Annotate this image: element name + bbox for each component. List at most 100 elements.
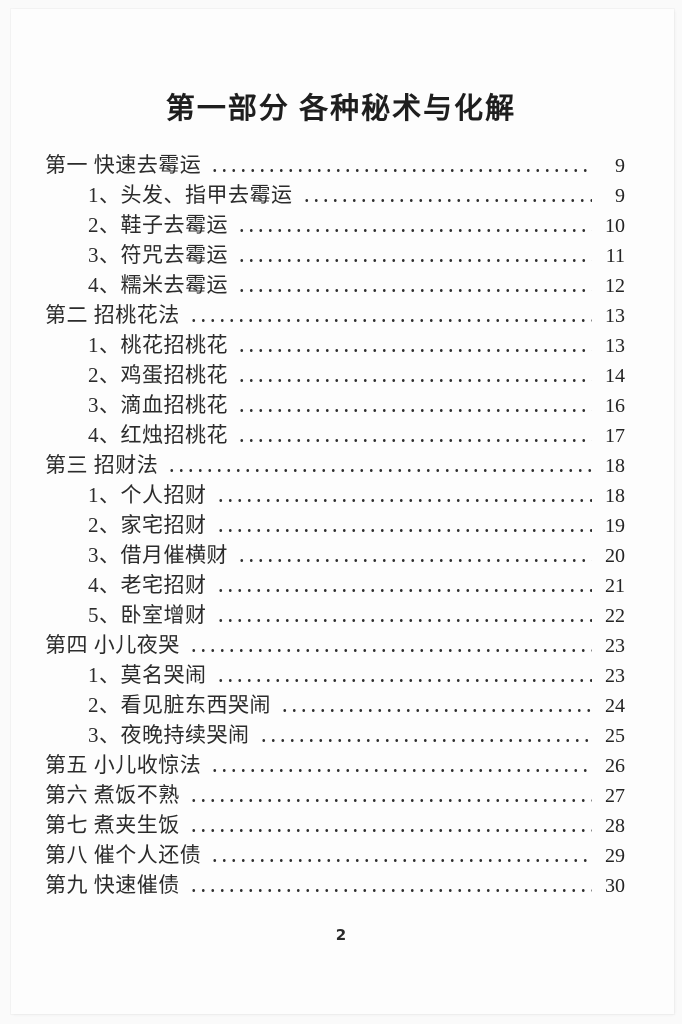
dot-leader (210, 768, 592, 773)
dot-leader (210, 858, 592, 863)
toc-entry-label: 1、头发、指甲去霉运 (88, 183, 293, 207)
toc-entry-page: 17 (605, 425, 625, 447)
toc-entry-label: 第四 小儿夜哭 (45, 633, 180, 657)
page-number-folio: 2 (335, 926, 347, 944)
dot-leader (215, 678, 592, 683)
toc-entry: 4、糯米去霉运 12 (0, 270, 682, 300)
toc-entry-page: 28 (605, 815, 625, 837)
toc-entry-page: 10 (605, 215, 625, 237)
dot-leader (237, 258, 592, 263)
toc-entry: 5、卧室增财 22 (0, 600, 682, 630)
toc-entry-label: 3、符咒去霉运 (88, 243, 228, 267)
toc-entry-page: 27 (605, 785, 625, 807)
toc-entry: 第七 煮夹生饭 28 (0, 810, 682, 840)
toc-entry-label: 4、老宅招财 (88, 573, 207, 597)
toc-entry-page: 29 (605, 845, 625, 867)
toc-entry-page: 19 (605, 515, 625, 537)
toc-entry: 1、个人招财 18 (0, 480, 682, 510)
toc-entry-page: 23 (605, 635, 625, 657)
toc-entry: 3、符咒去霉运 11 (0, 240, 682, 270)
dot-leader (215, 528, 592, 533)
toc-entry-label: 4、红烛招桃花 (88, 423, 228, 447)
toc-entry-page: 16 (605, 395, 625, 417)
toc-entry: 3、借月催横财 20 (0, 540, 682, 570)
toc-entry-page: 12 (605, 275, 625, 297)
toc-entry-label: 第二 招桃花法 (45, 303, 180, 327)
toc-entry-page: 18 (605, 455, 625, 477)
dot-leader (215, 618, 592, 623)
dot-leader (258, 738, 592, 743)
toc-entry-page: 25 (605, 725, 625, 747)
toc-entry-page: 9 (615, 185, 625, 207)
dot-leader (215, 588, 592, 593)
toc-entry: 2、鞋子去霉运 10 (0, 210, 682, 240)
toc-entry-label: 1、桃花招桃花 (88, 333, 228, 357)
toc-entry: 第一 快速去霉运 9 (0, 150, 682, 180)
toc-entry-page: 14 (605, 365, 625, 387)
toc-entry: 3、滴血招桃花 16 (0, 390, 682, 420)
toc-entry: 第四 小儿夜哭 23 (0, 630, 682, 660)
toc-entry: 4、红烛招桃花 17 (0, 420, 682, 450)
table-of-contents: 第一 快速去霉运 9 1、头发、指甲去霉运 9 2、鞋子去霉运 10 3、符咒去… (0, 150, 682, 900)
dot-leader (188, 318, 592, 323)
toc-entry-label: 4、糯米去霉运 (88, 273, 228, 297)
toc-entry-label: 第五 小儿收惊法 (45, 753, 202, 777)
toc-entry-label: 第八 催个人还债 (45, 843, 202, 867)
toc-entry: 2、家宅招财 19 (0, 510, 682, 540)
paper-sheet (11, 9, 674, 1014)
toc-entry-label: 1、莫名哭闹 (88, 663, 207, 687)
dot-leader (237, 378, 592, 383)
toc-entry-label: 第六 煮饭不熟 (45, 783, 180, 807)
toc-entry: 3、夜晚持续哭闹 25 (0, 720, 682, 750)
dot-leader (237, 228, 592, 233)
toc-entry-page: 24 (605, 695, 625, 717)
toc-entry-label: 2、看见脏东西哭闹 (88, 693, 271, 717)
dot-leader (280, 708, 592, 713)
toc-entry-label: 第一 快速去霉运 (45, 153, 202, 177)
toc-entry: 第六 煮饭不熟 27 (0, 780, 682, 810)
toc-entry-page: 22 (605, 605, 625, 627)
dot-leader (167, 468, 592, 473)
toc-entry: 2、看见脏东西哭闹 24 (0, 690, 682, 720)
toc-entry-label: 第三 招财法 (45, 453, 159, 477)
toc-entry: 1、桃花招桃花 13 (0, 330, 682, 360)
toc-entry-page: 20 (605, 545, 625, 567)
toc-entry-label: 第九 快速催债 (45, 873, 180, 897)
dot-leader (237, 348, 592, 353)
dot-leader (188, 648, 592, 653)
dot-leader (237, 288, 592, 293)
toc-entry-page: 13 (605, 335, 625, 357)
dot-leader (215, 498, 592, 503)
toc-entry-label: 3、借月催横财 (88, 543, 228, 567)
toc-entry: 2、鸡蛋招桃花 14 (0, 360, 682, 390)
toc-entry: 第二 招桃花法 13 (0, 300, 682, 330)
toc-entry: 1、莫名哭闹 23 (0, 660, 682, 690)
toc-entry: 第八 催个人还债 29 (0, 840, 682, 870)
dot-leader (188, 798, 592, 803)
dot-leader (210, 168, 592, 173)
toc-entry-page: 26 (605, 755, 625, 777)
toc-entry-label: 3、滴血招桃花 (88, 393, 228, 417)
toc-entry-page: 13 (605, 305, 625, 327)
toc-entry: 第五 小儿收惊法 26 (0, 750, 682, 780)
toc-entry-page: 11 (605, 245, 625, 267)
toc-entry-label: 2、鸡蛋招桃花 (88, 363, 228, 387)
toc-entry: 第九 快速催债 30 (0, 870, 682, 900)
dot-leader (237, 438, 592, 443)
toc-entry-page: 21 (605, 575, 625, 597)
toc-entry-page: 23 (605, 665, 625, 687)
section-title: 第一部分 各种秘术与化解 (165, 93, 517, 125)
dot-leader (237, 558, 592, 563)
toc-entry: 1、头发、指甲去霉运 9 (0, 180, 682, 210)
toc-entry-label: 2、家宅招财 (88, 513, 207, 537)
toc-entry: 4、老宅招财 21 (0, 570, 682, 600)
toc-entry-label: 第七 煮夹生饭 (45, 813, 180, 837)
toc-entry-page: 30 (605, 875, 625, 897)
toc-entry-page: 18 (605, 485, 625, 507)
dot-leader (188, 828, 592, 833)
toc-entry-label: 3、夜晚持续哭闹 (88, 723, 250, 747)
dot-leader (237, 408, 592, 413)
dot-leader (301, 198, 592, 203)
toc-entry-label: 1、个人招财 (88, 483, 207, 507)
